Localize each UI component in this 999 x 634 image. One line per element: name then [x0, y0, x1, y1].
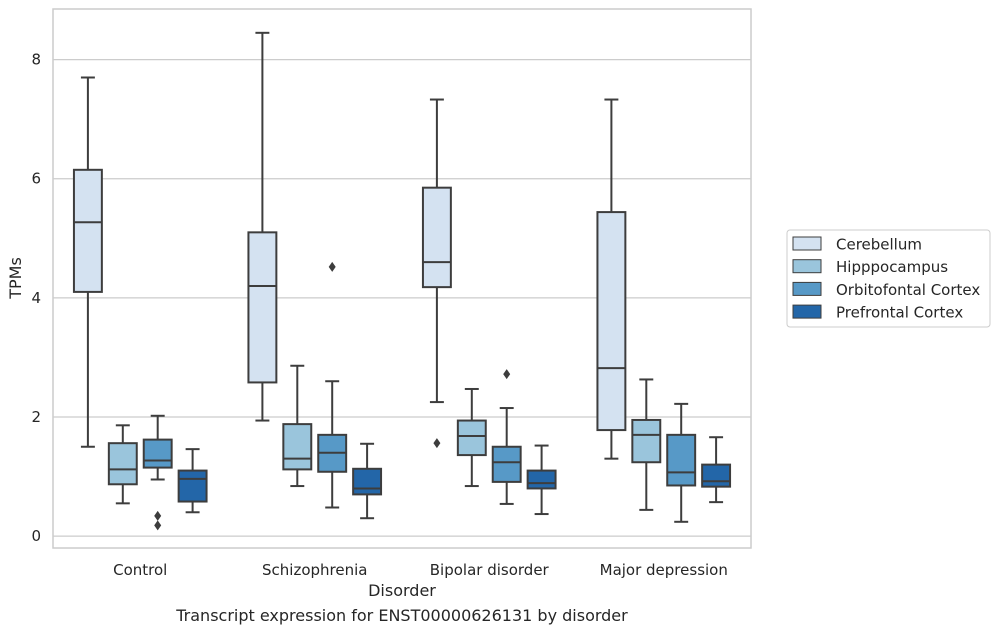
- box-orbitofontal-cortex: [491, 369, 522, 505]
- outlier-point: [154, 520, 162, 531]
- box-hipppocampus: [282, 364, 313, 488]
- iqr-box: [142, 438, 173, 469]
- iqr-box: [352, 467, 383, 496]
- y-tick-label: 6: [31, 170, 41, 188]
- iqr-box: [177, 469, 208, 503]
- box-hipppocampus: [631, 378, 662, 511]
- x-tick-label: Major depression: [600, 561, 728, 579]
- y-tick-label: 2: [31, 408, 41, 426]
- outlier-point: [433, 438, 441, 449]
- outlier-point: [503, 369, 511, 380]
- iqr-box: [526, 469, 557, 490]
- x-axis-label: Disorder: [368, 581, 436, 600]
- iqr-box: [282, 423, 313, 471]
- box-prefrontal-cortex: [701, 436, 732, 504]
- legend-label: Orbitofontal Cortex: [836, 281, 980, 299]
- figure-caption: Transcript expression for ENST0000062613…: [176, 606, 628, 625]
- box-prefrontal-cortex: [177, 448, 208, 514]
- y-tick-label: 4: [31, 289, 41, 307]
- legend-swatch: [792, 281, 822, 296]
- x-tick-label: Bipolar disorder: [430, 561, 550, 579]
- outlier-point: [154, 510, 162, 521]
- iqr-box: [701, 463, 732, 488]
- box-orbitofontal-cortex: [317, 261, 348, 509]
- y-axis-label: TPMs: [6, 257, 25, 300]
- box-hipppocampus: [456, 387, 487, 488]
- box-cerebellum: [247, 31, 278, 422]
- legend-label: Hipppocampus: [836, 258, 948, 276]
- iqr-box: [491, 445, 522, 483]
- x-tick-label: Control: [113, 561, 167, 579]
- x-tick-label: Schizophrenia: [262, 561, 367, 579]
- iqr-box: [72, 168, 103, 293]
- iqr-box: [596, 211, 627, 432]
- iqr-box: [107, 442, 138, 486]
- box-orbitofontal-cortex: [666, 402, 697, 523]
- y-tick-labels: 0 2 4 6 8: [31, 51, 41, 545]
- box-prefrontal-cortex: [352, 442, 383, 520]
- y-tick-label: 8: [31, 51, 41, 69]
- y-tick-label: 0: [31, 527, 41, 545]
- outlier-point: [328, 261, 336, 272]
- iqr-box: [456, 419, 487, 457]
- legend-swatch: [792, 236, 822, 251]
- box-cerebellum: [596, 98, 627, 460]
- box-hipppocampus: [107, 424, 138, 505]
- box-orbitofontal-cortex: [142, 414, 173, 531]
- box-cerebellum: [421, 98, 452, 449]
- legend-swatch: [792, 304, 822, 319]
- iqr-box: [421, 186, 452, 289]
- legend-items: Cerebellum Hipppocampus Orbitofontal Corte…: [792, 236, 980, 322]
- legend-label: Cerebellum: [836, 236, 922, 254]
- iqr-box: [666, 433, 697, 487]
- box-prefrontal-cortex: [526, 444, 557, 516]
- iqr-box: [631, 418, 662, 464]
- plot-frame: [52, 8, 752, 549]
- legend-label: Prefrontal Cortex: [836, 304, 963, 322]
- x-tick-labels: Control Schizophrenia Bipolar disorder Majo…: [113, 561, 728, 579]
- legend: Cerebellum Hipppocampus Orbitofontal Corte…: [786, 229, 991, 328]
- legend-frame: [786, 229, 991, 328]
- legend-swatch: [792, 259, 822, 274]
- gridlines: [53, 59, 751, 537]
- iqr-box: [247, 231, 278, 384]
- box-marks: [72, 31, 732, 531]
- box-cerebellum: [72, 76, 103, 448]
